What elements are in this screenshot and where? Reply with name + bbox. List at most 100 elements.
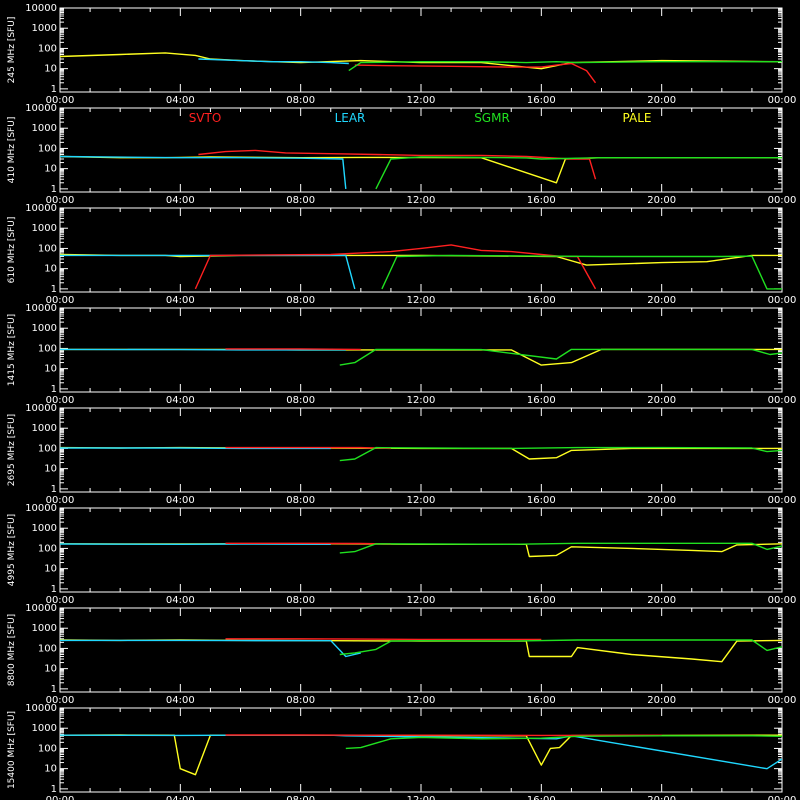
legend-svto: SVTO — [189, 111, 222, 125]
series-lear — [60, 348, 346, 351]
y-tick-label: 1 — [51, 184, 57, 195]
x-tick-label: 12:00 — [407, 495, 436, 506]
x-tick-label: 16:00 — [527, 495, 556, 506]
series-group — [60, 149, 782, 190]
series-svto — [354, 62, 597, 84]
x-tick-label: 04:00 — [166, 95, 195, 106]
x-tick-label: 12:00 — [407, 395, 436, 406]
y-tick-label: 1000 — [32, 523, 57, 534]
y-tick-label: 1 — [51, 84, 57, 95]
x-tick-label: 00:00 — [768, 195, 797, 206]
x-tick-label: 20:00 — [647, 595, 676, 606]
y-tick-label: 100 — [38, 743, 57, 754]
y-tick-label: 10 — [44, 564, 57, 575]
x-tick-label: 12:00 — [407, 795, 436, 800]
series-lear — [198, 58, 349, 65]
series-group — [60, 244, 782, 290]
y-tick-label: 100 — [38, 343, 57, 354]
x-tick-label: 00:00 — [768, 395, 797, 406]
x-tick-label: 00:00 — [768, 495, 797, 506]
x-tick-label: 16:00 — [527, 95, 556, 106]
y-tick-label: 100 — [38, 243, 57, 254]
x-tick-label: 08:00 — [286, 295, 315, 306]
x-tick-label: 16:00 — [527, 295, 556, 306]
x-tick-label: 12:00 — [407, 95, 436, 106]
x-tick-label: 16:00 — [527, 695, 556, 706]
x-tick-label: 20:00 — [647, 695, 676, 706]
y-tick-label: 1000 — [32, 623, 57, 634]
series-group — [60, 542, 782, 558]
x-tick-label: 04:00 — [166, 495, 195, 506]
y-tick-label: 1 — [51, 484, 57, 495]
series-svto — [225, 638, 542, 641]
series-lear — [60, 155, 347, 189]
y-tick-label: 1000 — [32, 723, 57, 734]
series-sgmr — [345, 735, 782, 750]
y-tick-label: 10000 — [25, 403, 57, 414]
y-tick-label: 10000 — [25, 703, 57, 714]
panel-1: 1 10 100 1000 10000 00:00 04:00 08:00 12:00 16:00… — [7, 103, 796, 206]
x-tick-label: 12:00 — [407, 695, 436, 706]
series-group — [60, 446, 782, 462]
x-tick-label: 04:00 — [166, 695, 195, 706]
x-tick-label: 16:00 — [527, 595, 556, 606]
y-tick-label: 10 — [44, 164, 57, 175]
series-sgmr — [339, 446, 782, 462]
x-tick-label: 04:00 — [166, 295, 195, 306]
y-tick-label: 10000 — [25, 603, 57, 614]
series-group — [60, 348, 782, 366]
x-tick-label: 00:00 — [46, 95, 75, 106]
y-tick-label: 100 — [38, 643, 57, 654]
x-tick-label: 00:00 — [768, 695, 797, 706]
series-svto — [225, 348, 361, 351]
y-tick-label: 10000 — [25, 303, 57, 314]
series-sgmr — [348, 61, 782, 72]
x-tick-label: 20:00 — [647, 195, 676, 206]
legend-pale: PALE — [623, 111, 652, 125]
x-tick-label: 08:00 — [286, 395, 315, 406]
y-tick-label: 10 — [44, 764, 57, 775]
y-axis-label: 245 MHz [SFU] — [7, 17, 17, 84]
y-tick-label: 1 — [51, 384, 57, 395]
x-tick-label: 00:00 — [46, 495, 75, 506]
x-tick-label: 08:00 — [286, 695, 315, 706]
x-tick-label: 08:00 — [286, 495, 315, 506]
x-tick-label: 20:00 — [647, 495, 676, 506]
x-tick-label: 04:00 — [166, 195, 195, 206]
y-tick-label: 1000 — [32, 123, 57, 134]
x-tick-label: 00:00 — [768, 595, 797, 606]
x-tick-label: 08:00 — [286, 595, 315, 606]
y-tick-label: 10000 — [25, 3, 57, 14]
y-tick-label: 10000 — [25, 103, 57, 114]
series-group — [60, 52, 782, 84]
x-tick-label: 08:00 — [286, 95, 315, 106]
panel-6: 1 10 100 1000 10000 00:00 04:00 08:00 12:00 16:00… — [7, 603, 796, 706]
y-axis-label: 8800 MHz [SFU] — [7, 614, 17, 686]
x-tick-label: 00:00 — [768, 795, 797, 800]
x-tick-label: 16:00 — [527, 795, 556, 800]
x-tick-label: 12:00 — [407, 595, 436, 606]
x-tick-label: 16:00 — [527, 195, 556, 206]
y-axis-label: 4995 MHz [SFU] — [7, 514, 17, 586]
y-tick-label: 1 — [51, 684, 57, 695]
y-tick-label: 10 — [44, 364, 57, 375]
y-tick-label: 10 — [44, 464, 57, 475]
x-tick-label: 04:00 — [166, 595, 195, 606]
x-tick-label: 20:00 — [647, 295, 676, 306]
y-tick-label: 1 — [51, 784, 57, 795]
series-svto — [198, 149, 597, 180]
legend-lear: LEAR — [335, 111, 366, 125]
series-sgmr — [375, 156, 782, 190]
y-tick-label: 10 — [44, 664, 57, 675]
y-tick-label: 1000 — [32, 23, 57, 34]
y-tick-label: 1 — [51, 284, 57, 295]
y-axis-label: 2695 MHz [SFU] — [7, 414, 17, 486]
x-tick-label: 12:00 — [407, 195, 436, 206]
y-axis-label: 410 MHz [SFU] — [7, 117, 17, 184]
x-tick-label: 00:00 — [46, 395, 75, 406]
y-tick-label: 10 — [44, 64, 57, 75]
y-tick-label: 10000 — [25, 503, 57, 514]
series-sgmr — [339, 639, 782, 656]
